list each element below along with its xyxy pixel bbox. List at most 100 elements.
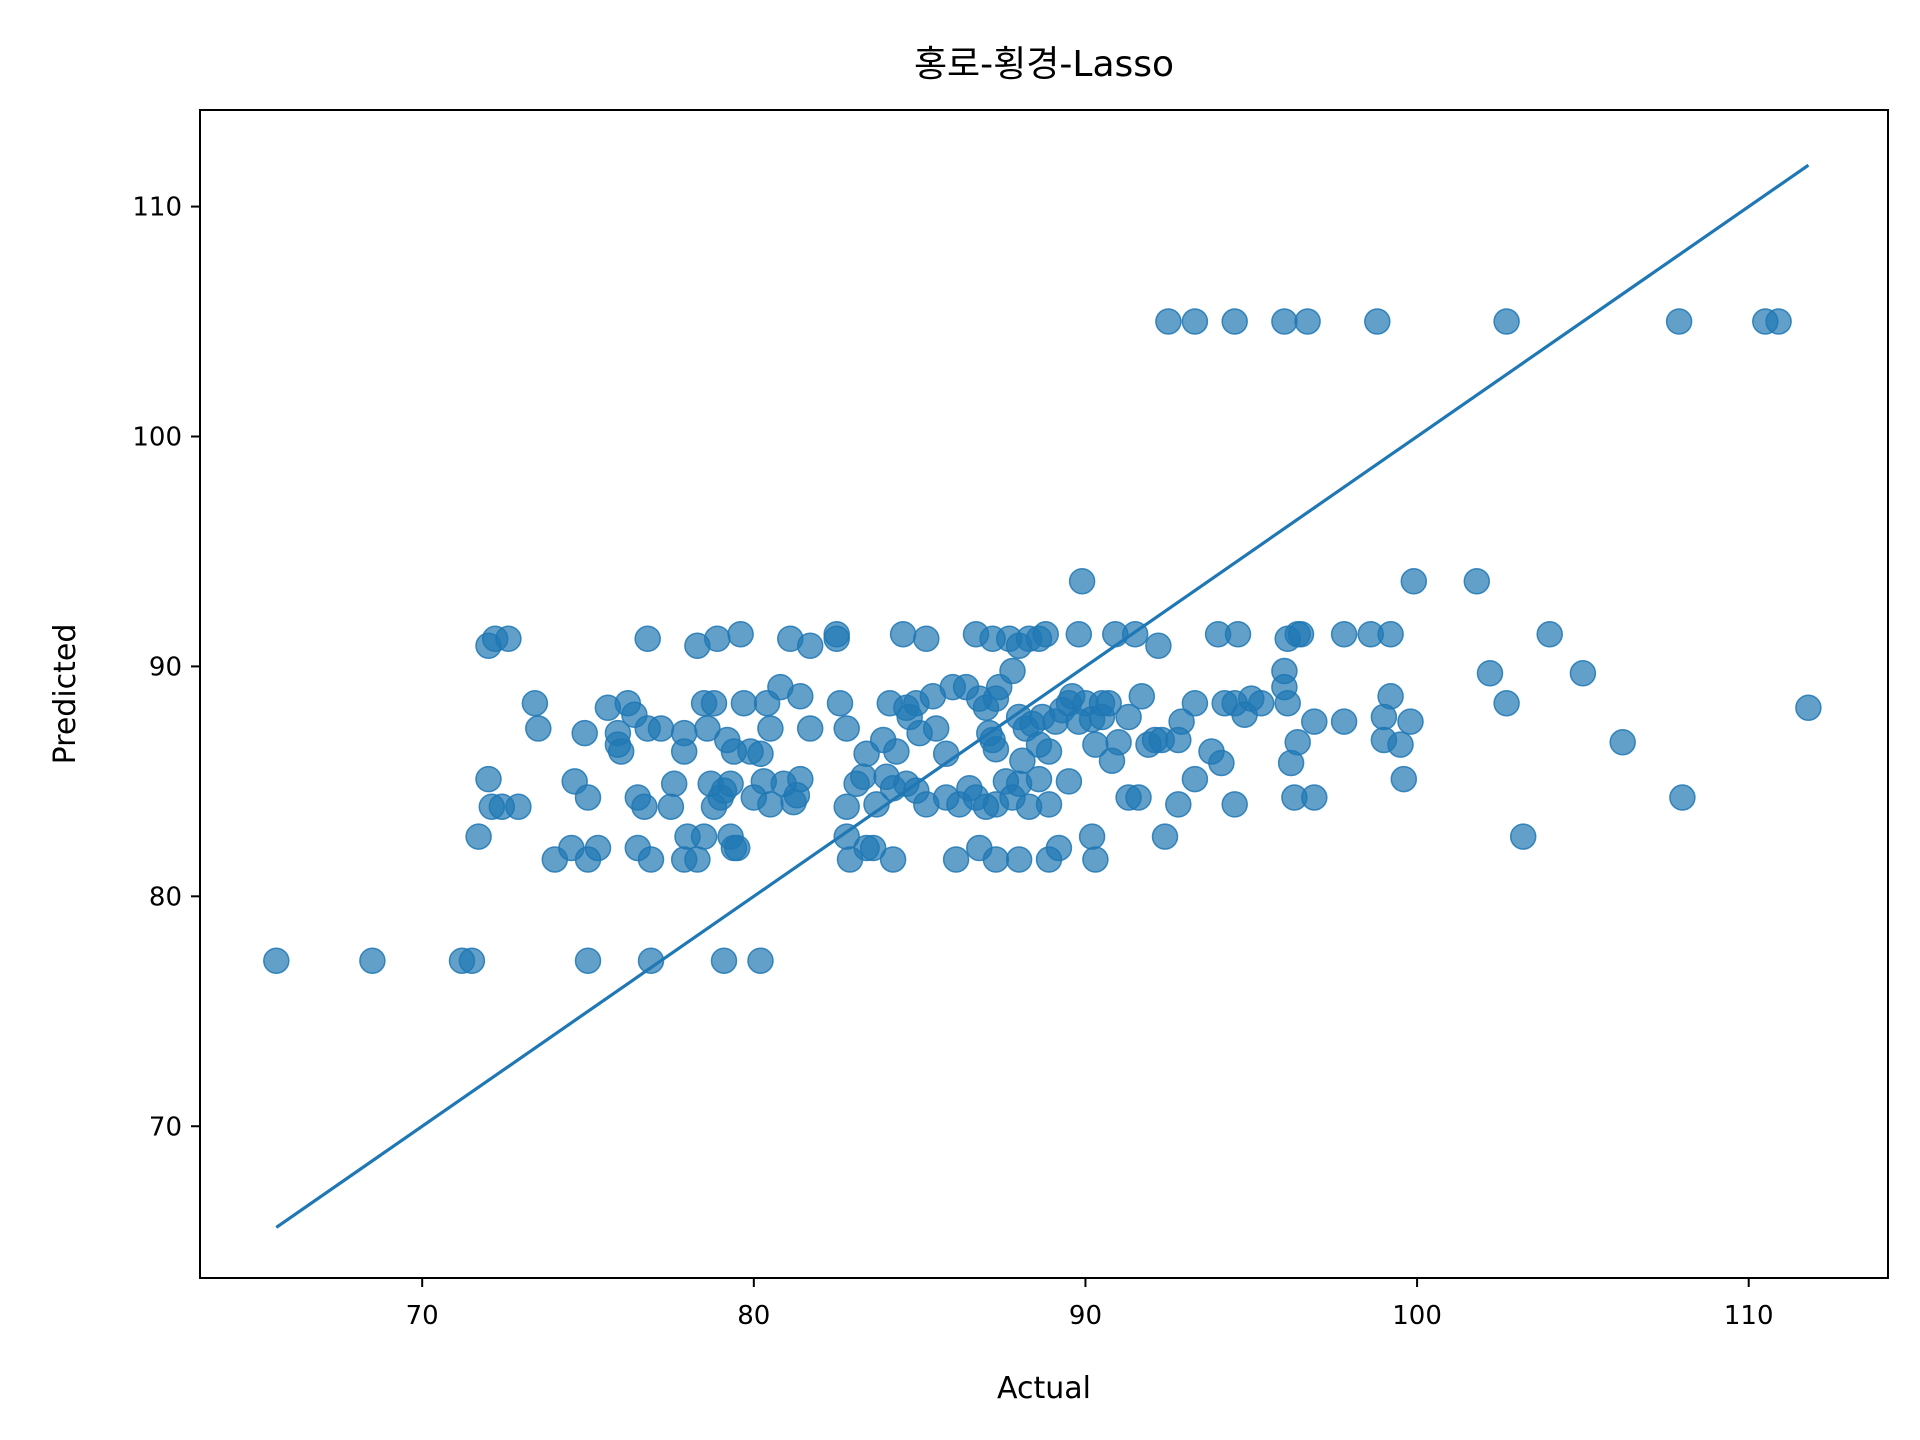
- data-point: [727, 620, 754, 648]
- data-point: [1476, 660, 1504, 687]
- y-tick-label: 100: [132, 422, 182, 452]
- data-point: [1390, 765, 1418, 793]
- data-point: [1609, 729, 1636, 756]
- data-point: [359, 947, 386, 974]
- data-point: [1025, 765, 1053, 793]
- y-axis-title: Predicted: [48, 624, 83, 765]
- data-point: [1669, 784, 1696, 811]
- data-point: [1155, 308, 1182, 335]
- data-point: [495, 625, 522, 653]
- data-point: [747, 947, 774, 974]
- data-point: [704, 625, 731, 653]
- data-point: [913, 625, 940, 653]
- data-point: [1035, 791, 1063, 818]
- data-point: [1224, 620, 1252, 648]
- data-point: [833, 715, 860, 742]
- data-point: [1151, 823, 1179, 850]
- x-tick-label: 110: [1724, 1301, 1774, 1331]
- data-point: [833, 793, 860, 820]
- data-point: [694, 715, 721, 742]
- data-point: [717, 770, 744, 797]
- data-point: [1330, 620, 1358, 648]
- data-point: [1032, 620, 1059, 648]
- data-point: [1128, 683, 1156, 710]
- data-point: [823, 620, 850, 648]
- data-point: [730, 689, 758, 717]
- points-layer: [263, 308, 1822, 974]
- data-point: [787, 765, 814, 793]
- data-point: [637, 846, 665, 873]
- data-point: [879, 846, 907, 873]
- data-point: [1400, 568, 1428, 595]
- data-point: [1287, 620, 1315, 648]
- data-point: [826, 689, 854, 717]
- data-point: [1271, 308, 1298, 335]
- data-point: [458, 947, 486, 974]
- data-point: [1078, 823, 1106, 850]
- x-tick-label: 80: [737, 1301, 770, 1331]
- data-point: [631, 793, 658, 820]
- data-point: [574, 947, 602, 974]
- data-point: [1208, 749, 1235, 777]
- data-point: [690, 823, 718, 850]
- data-point: [796, 715, 824, 742]
- x-tick-label: 70: [406, 1301, 439, 1331]
- data-point: [982, 735, 1010, 763]
- data-point: [1364, 308, 1391, 335]
- data-point: [1221, 791, 1248, 818]
- data-point: [1165, 791, 1192, 818]
- data-point: [465, 823, 492, 850]
- data-point: [574, 784, 602, 811]
- data-point: [684, 846, 711, 873]
- data-point: [1005, 846, 1033, 873]
- x-tick-label: 100: [1392, 1301, 1442, 1331]
- data-point: [1765, 308, 1792, 335]
- data-point: [1181, 765, 1209, 793]
- chart-title: 홍로-횡경-Lasso: [914, 44, 1174, 85]
- identity-reference-line: [275, 163, 1810, 1229]
- data-point: [1181, 308, 1209, 335]
- data-point: [525, 715, 552, 742]
- y-tick-label: 90: [149, 652, 182, 682]
- data-point: [1665, 308, 1693, 335]
- data-point: [1301, 784, 1328, 811]
- data-point: [757, 715, 784, 742]
- data-point: [889, 620, 917, 648]
- data-point: [1536, 620, 1563, 648]
- data-point: [1181, 689, 1209, 717]
- data-point: [999, 657, 1026, 685]
- data-point: [1463, 568, 1491, 595]
- data-point: [747, 740, 774, 768]
- x-axis: 70 80 90 100 110: [406, 1278, 1774, 1331]
- data-point: [647, 715, 675, 742]
- data-point: [670, 738, 698, 765]
- data-point: [1009, 747, 1036, 774]
- data-point: [1065, 620, 1093, 648]
- y-tick-label: 70: [149, 1112, 182, 1142]
- data-point: [1294, 308, 1321, 335]
- data-point: [1493, 689, 1520, 717]
- x-axis-title: Actual: [997, 1371, 1091, 1406]
- x-tick-label: 90: [1069, 1301, 1102, 1331]
- data-point: [850, 763, 877, 791]
- data-point: [1569, 660, 1597, 687]
- y-axis: 70 80 90 100 110: [132, 193, 200, 1142]
- data-point: [1035, 738, 1063, 765]
- data-point: [1397, 708, 1424, 735]
- data-point: [982, 846, 1010, 873]
- data-point: [1068, 568, 1096, 595]
- data-point: [1221, 308, 1248, 335]
- data-point: [1145, 632, 1172, 659]
- data-point: [723, 834, 751, 862]
- data-point: [710, 947, 738, 974]
- data-point: [657, 793, 685, 820]
- data-point: [1377, 683, 1404, 710]
- data-point: [1509, 823, 1537, 850]
- y-tick-label: 110: [132, 193, 182, 223]
- data-point: [571, 719, 598, 747]
- data-point: [660, 770, 688, 797]
- data-point: [1247, 689, 1275, 717]
